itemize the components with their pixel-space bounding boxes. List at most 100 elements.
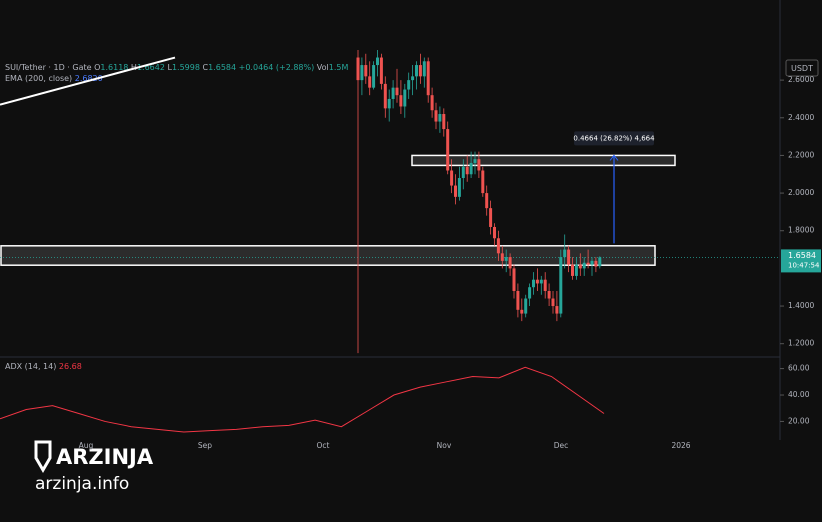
candle-body (512, 268, 516, 291)
candle-body (582, 262, 586, 269)
candle-body (418, 65, 422, 77)
adx-legend: ADX (14, 14) 26.68 (5, 362, 82, 371)
candle-body (516, 290, 520, 310)
candle-body (520, 309, 524, 314)
candle-body (465, 166, 469, 175)
brand: ARZINJA (56, 445, 154, 469)
candle-body (411, 76, 415, 81)
candle-body (450, 170, 454, 186)
countdown: 10:47:54 (788, 261, 820, 269)
candle-body (555, 306, 559, 314)
symbol-name: SUI/Tether · 1D · Gate (5, 63, 92, 72)
candle-body (504, 257, 508, 261)
candle-body (547, 290, 551, 299)
candle-body (532, 279, 535, 288)
candle-body (563, 249, 567, 258)
candle-body (539, 279, 543, 284)
measure-box (574, 131, 654, 146)
zone (411, 154, 676, 167)
candle-body (438, 114, 442, 122)
ema-label: EMA (200, close) (5, 74, 72, 83)
arrow-head (609, 154, 619, 161)
y-tick-label: 60.00 (788, 364, 810, 373)
x-tick-label: 2026 (671, 441, 690, 450)
currency-box[interactable] (785, 59, 819, 77)
candle-body (446, 129, 450, 171)
candle-body (356, 57, 360, 81)
candle-body (473, 159, 477, 163)
low: 1.5998 (172, 63, 200, 72)
y-tick-label: 20.00 (788, 416, 810, 425)
x-tick-label: Nov (437, 441, 452, 450)
candle-body (594, 260, 598, 267)
candle-body (489, 208, 493, 227)
candle-body (590, 260, 594, 265)
candle-body (567, 249, 571, 265)
candle-body (422, 61, 426, 77)
candle-body (574, 264, 578, 276)
x-tick-label: Dec (554, 441, 569, 450)
candle-body (524, 298, 528, 314)
candle-body (387, 98, 391, 109)
y-tick-label: 1.8000 (788, 226, 814, 235)
y-tick-label: 2.6000 (788, 75, 814, 84)
candle-body (434, 110, 438, 122)
watermark: ARZINJA arzinja.info (34, 440, 154, 494)
c: C (203, 63, 209, 72)
change: +0.0464 (+2.88%) (239, 63, 315, 72)
candle-body (500, 253, 504, 261)
candle-body (407, 80, 411, 90)
candle-body (469, 162, 473, 175)
candle-body (442, 114, 446, 130)
y-tick-label: 1.4000 (788, 301, 814, 310)
candle-body (379, 57, 383, 84)
candle-body (403, 89, 407, 107)
candle-body (586, 262, 590, 265)
o: O (94, 63, 100, 72)
candle-body (535, 279, 539, 284)
high: 1.6642 (137, 63, 165, 72)
candle-body (415, 65, 418, 77)
candle-body (430, 95, 434, 111)
adx-line (0, 366, 605, 433)
candle-body (395, 87, 399, 96)
vol: Vol (317, 63, 329, 72)
measure-label: 0.4664 (26.82%) 4,664 (573, 134, 655, 142)
candle-body (496, 238, 500, 254)
zone (0, 245, 656, 266)
candle-body (376, 57, 379, 66)
y-tick-label: 1.2000 (788, 339, 814, 348)
candle-body (543, 279, 547, 291)
candle-body (360, 65, 364, 81)
candle-body (578, 264, 582, 269)
candle-body (481, 170, 485, 194)
candle-body (551, 298, 555, 307)
ema-line (0, 56, 176, 106)
candle-body (454, 185, 457, 197)
ema-legend: EMA (200, close) 2.6820 (5, 74, 103, 83)
h: H (131, 63, 137, 72)
adx-title: ADX (14, 14) (5, 362, 56, 371)
symbol: SUI/Tether · 1D · Gate O1.6118 H1.6642 L… (5, 63, 348, 72)
candle-body (391, 87, 395, 99)
logo (34, 440, 52, 473)
close: 1.6584 (208, 63, 236, 72)
candle-body (383, 83, 387, 109)
open: 1.6118 (100, 63, 128, 72)
x-tick-label: Oct (317, 441, 330, 450)
candle-body (426, 61, 430, 96)
candle-body (571, 264, 574, 276)
candle-body (461, 166, 465, 179)
candle-body (457, 178, 461, 197)
price-label: 1.6584 (788, 251, 816, 260)
price-box (781, 249, 821, 273)
currency[interactable]: USDT (791, 64, 813, 73)
x-tick-label: Aug (79, 441, 94, 450)
y-tick-label: 2.2000 (788, 150, 814, 159)
candle-body (528, 287, 532, 299)
volume: 1.5M (329, 63, 349, 72)
candle-body (368, 76, 372, 88)
candle-body (399, 95, 403, 107)
